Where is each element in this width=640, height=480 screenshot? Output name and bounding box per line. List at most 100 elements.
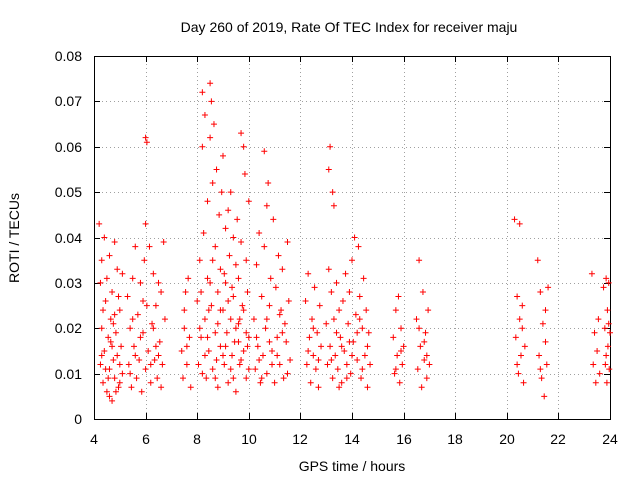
data-points xyxy=(96,80,613,404)
data-point xyxy=(516,220,523,227)
data-point xyxy=(102,366,109,373)
data-point xyxy=(243,329,250,336)
data-point xyxy=(245,366,252,373)
data-point xyxy=(365,329,372,336)
data-point xyxy=(423,352,430,359)
data-point xyxy=(214,320,221,327)
data-point xyxy=(281,320,288,327)
data-point xyxy=(98,352,105,359)
data-point xyxy=(205,307,212,314)
data-point xyxy=(543,361,550,368)
data-point xyxy=(178,347,185,354)
data-point xyxy=(227,366,234,373)
data-point xyxy=(199,89,206,96)
data-point xyxy=(240,143,247,150)
y-tick-label: 0.06 xyxy=(55,139,82,155)
data-point xyxy=(511,216,518,223)
data-point xyxy=(234,216,241,223)
data-point xyxy=(413,316,420,323)
data-point xyxy=(159,361,166,368)
data-point xyxy=(392,366,399,373)
data-point xyxy=(147,361,154,368)
data-point xyxy=(537,288,544,295)
data-point xyxy=(216,211,223,218)
data-point xyxy=(208,302,215,309)
y-tick-label: 0.01 xyxy=(55,366,82,382)
data-point xyxy=(232,261,239,268)
data-point xyxy=(238,239,245,246)
data-point xyxy=(236,316,243,323)
data-point xyxy=(364,343,371,350)
data-point xyxy=(239,302,246,309)
data-point xyxy=(235,338,242,345)
data-point xyxy=(210,121,217,128)
data-point xyxy=(303,361,310,368)
data-point xyxy=(336,384,343,391)
data-point xyxy=(275,252,282,259)
data-point xyxy=(118,343,125,350)
data-point xyxy=(160,239,167,246)
data-point xyxy=(133,375,140,382)
data-point xyxy=(182,288,189,295)
data-point xyxy=(207,80,214,87)
data-point xyxy=(130,343,137,350)
data-point xyxy=(156,338,163,345)
data-point xyxy=(240,307,247,314)
data-point xyxy=(183,361,190,368)
data-point xyxy=(338,379,345,386)
data-point xyxy=(262,325,269,332)
data-point xyxy=(254,343,261,350)
data-point xyxy=(105,334,112,341)
data-point xyxy=(158,288,165,295)
data-point xyxy=(347,370,354,377)
data-point xyxy=(244,288,251,295)
data-point xyxy=(278,307,285,314)
data-point xyxy=(105,375,112,382)
data-point xyxy=(336,307,343,314)
data-point xyxy=(417,343,424,350)
data-point xyxy=(103,275,110,282)
data-point xyxy=(312,366,319,373)
data-point xyxy=(106,252,113,259)
data-point xyxy=(361,352,368,359)
data-point xyxy=(220,352,226,359)
x-tick-label: 22 xyxy=(550,431,566,447)
data-point xyxy=(235,320,242,327)
data-point xyxy=(127,370,134,377)
data-point xyxy=(110,320,117,327)
data-point xyxy=(110,357,117,364)
data-point xyxy=(346,288,353,295)
x-tick-label: 14 xyxy=(344,431,360,447)
data-point xyxy=(263,370,270,377)
data-point xyxy=(112,388,119,395)
data-point xyxy=(115,384,122,391)
data-point xyxy=(594,347,601,354)
data-point xyxy=(343,375,350,382)
data-point xyxy=(142,220,149,227)
data-point xyxy=(364,384,371,391)
data-point xyxy=(367,361,374,368)
data-point xyxy=(328,288,335,295)
data-point xyxy=(181,325,188,332)
data-point xyxy=(514,361,521,368)
data-point xyxy=(272,284,279,291)
data-point xyxy=(263,316,270,323)
data-point xyxy=(421,338,428,345)
data-point xyxy=(238,130,245,137)
data-point xyxy=(145,347,152,354)
data-point xyxy=(332,352,339,359)
data-point xyxy=(183,343,190,350)
data-point xyxy=(279,266,286,273)
data-point xyxy=(115,293,122,300)
y-tick-label: 0.04 xyxy=(55,230,82,246)
data-point xyxy=(283,338,290,345)
data-point xyxy=(333,329,340,336)
data-point xyxy=(129,275,136,282)
x-tick-label: 12 xyxy=(292,431,308,447)
data-point xyxy=(302,298,309,305)
y-tick-label: 0.08 xyxy=(55,48,82,64)
data-point xyxy=(243,375,250,382)
data-point xyxy=(244,343,251,350)
data-point xyxy=(212,329,219,336)
